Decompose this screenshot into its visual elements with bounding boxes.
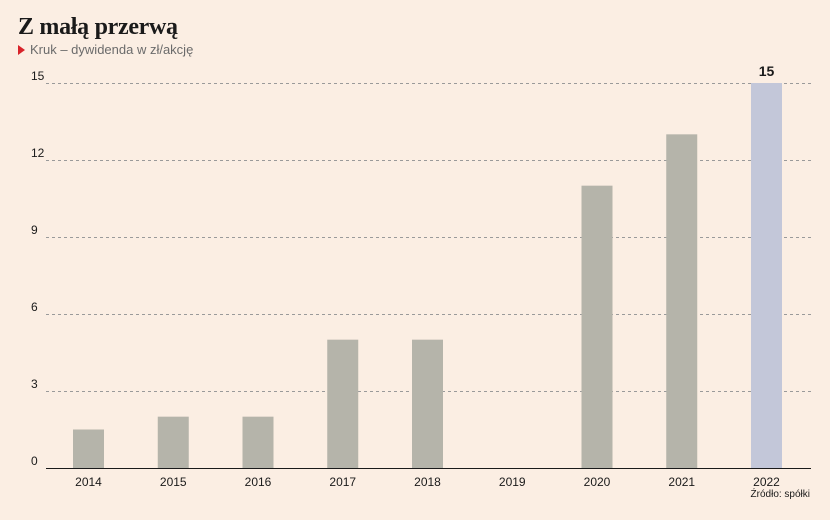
x-tick-label: 2014 xyxy=(75,475,102,489)
bar-2017 xyxy=(327,339,359,468)
bar-2014 xyxy=(73,429,104,468)
x-tick-label: 2016 xyxy=(245,475,272,489)
y-tick-label: 15 xyxy=(31,69,45,83)
x-axis-ticks: 2014 2015 2016 2017 2018 2019 2020 2021 2022 xyxy=(75,475,780,489)
x-tick-label: 2021 xyxy=(668,475,695,489)
triangle-marker-icon xyxy=(18,45,25,55)
bar-2016 xyxy=(242,416,274,468)
x-tick-label: 2015 xyxy=(160,475,187,489)
bars xyxy=(73,83,782,469)
y-axis-ticks: 0 3 6 9 12 15 xyxy=(31,69,45,468)
bar-2021 xyxy=(666,134,698,469)
y-tick-label: 12 xyxy=(31,146,45,160)
chart-subtitle-text: Kruk – dywidenda w zł/akcję xyxy=(30,42,194,57)
data-labels: 15 xyxy=(759,63,775,79)
x-tick-label: 2022 xyxy=(753,475,780,489)
bar-2022 xyxy=(751,83,782,468)
bar-2020 xyxy=(581,185,613,468)
value-label: 15 xyxy=(759,63,775,79)
x-tick-label: 2018 xyxy=(414,475,441,489)
x-tick-label: 2017 xyxy=(329,475,356,489)
y-tick-label: 6 xyxy=(31,300,38,314)
x-tick-label: 2019 xyxy=(499,475,526,489)
source-note: Źródło: spółki xyxy=(750,489,810,500)
y-tick-label: 3 xyxy=(31,377,38,391)
chart-subtitle: Kruk – dywidenda w zł/akcję xyxy=(18,42,193,57)
chart-title: Z małą przerwą xyxy=(18,14,178,40)
y-tick-label: 9 xyxy=(31,223,38,237)
bar-2015 xyxy=(157,416,189,468)
bar-2018 xyxy=(412,339,443,468)
x-tick-label: 2020 xyxy=(584,475,611,489)
y-tick-label: 0 xyxy=(31,454,38,468)
